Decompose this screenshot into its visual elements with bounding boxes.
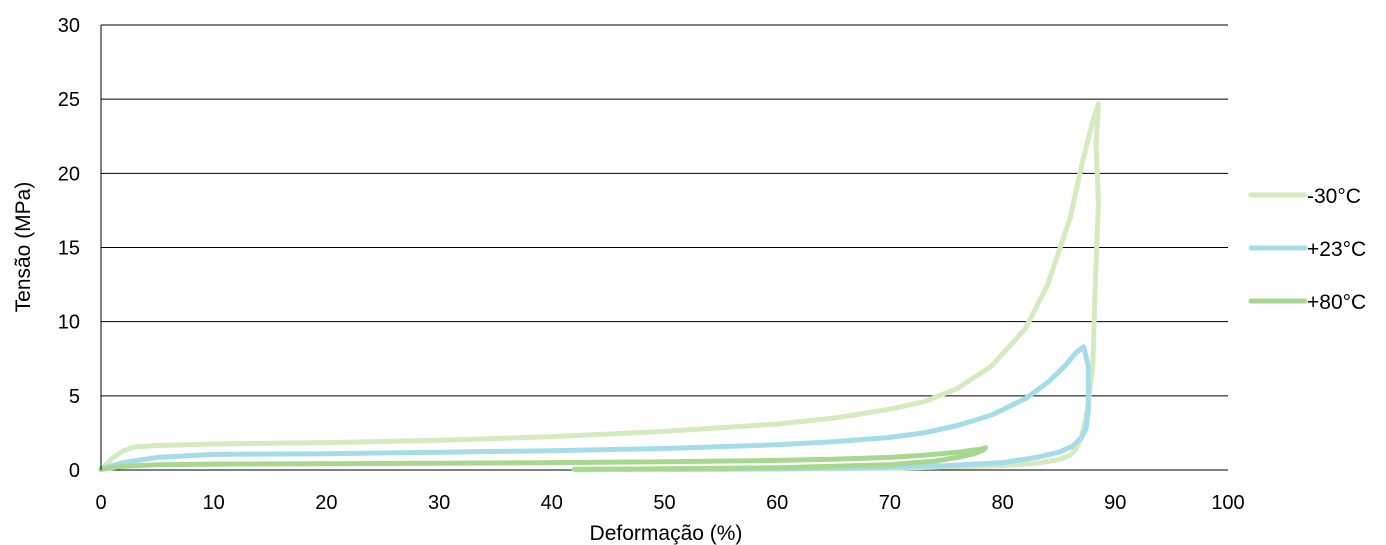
x-tick-label: 10 xyxy=(203,492,225,514)
grid-lines xyxy=(101,24,1228,471)
y-tick-label: 15 xyxy=(58,238,80,260)
x-tick-label: 70 xyxy=(879,492,901,514)
legend-label: +23°C xyxy=(1307,238,1366,261)
x-axis-title: Deformação (%) xyxy=(590,522,743,545)
x-tick-label: 0 xyxy=(95,492,106,514)
series-line-1 xyxy=(98,344,1091,472)
series-line-2 xyxy=(98,445,989,472)
y-tick-labels: 0 5 10 15 20 25 30 xyxy=(58,15,80,482)
x-tick-label: 60 xyxy=(766,492,788,514)
legend-label: -30°C xyxy=(1307,185,1361,208)
y-axis-title: Tensão (MPa) xyxy=(12,182,35,313)
x-tick-label: 40 xyxy=(541,492,563,514)
y-tick-label: 25 xyxy=(58,89,80,111)
x-tick-labels: 0 10 20 30 40 50 60 70 80 90 100 xyxy=(95,492,1244,514)
legend-label: +80°C xyxy=(1307,291,1366,314)
series-line-0 xyxy=(98,101,1101,473)
y-tick-label: 20 xyxy=(58,163,80,185)
x-tick-label: 80 xyxy=(991,492,1013,514)
x-tick-label: 100 xyxy=(1211,492,1244,514)
y-tick-label: 0 xyxy=(69,460,80,482)
y-tick-label: 5 xyxy=(69,386,80,408)
x-tick-label: 90 xyxy=(1104,492,1126,514)
y-tick-label: 30 xyxy=(58,15,80,37)
x-tick-label: 20 xyxy=(315,492,337,514)
y-tick-label: 10 xyxy=(58,312,80,334)
legend: -30°C +23°C +80°C xyxy=(1248,185,1366,314)
x-tick-label: 30 xyxy=(428,492,450,514)
x-tick-label: 50 xyxy=(653,492,675,514)
series-lines xyxy=(98,101,1101,473)
